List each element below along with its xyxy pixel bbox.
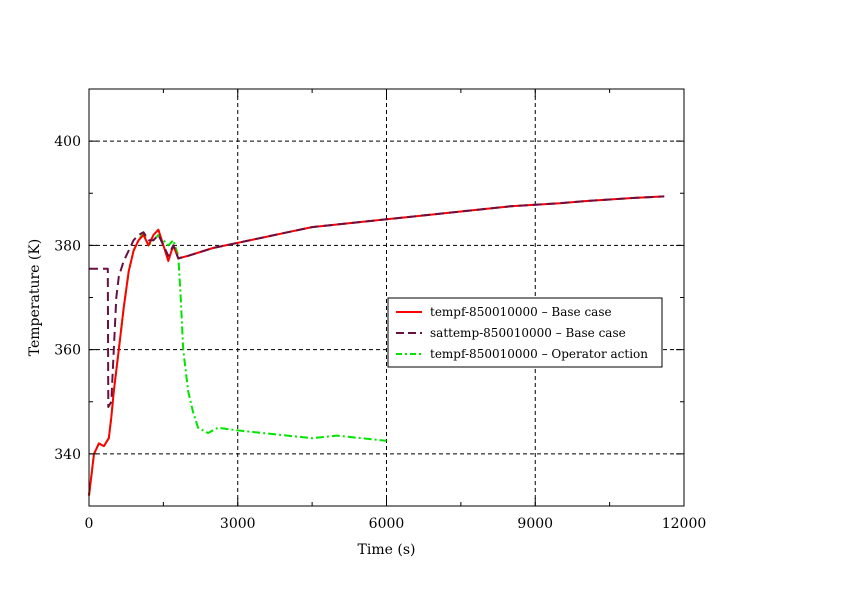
y-tick-label: 400 (54, 134, 81, 150)
y-axis-title: Temperature (K) (27, 239, 43, 357)
y-tick-label: 360 (54, 343, 81, 359)
legend: tempf-850010000 – Base case sattemp-85001… (387, 297, 663, 368)
series-line-1 (89, 195, 665, 408)
x-axis-title: Time (s) (358, 542, 416, 558)
x-tick-label: 0 (85, 516, 94, 532)
x-tick-label: 3000 (220, 516, 256, 532)
y-tick-label: 340 (54, 447, 81, 463)
grid (89, 89, 684, 506)
legend-label-1: sattemp-850010000 – Base case (430, 326, 626, 340)
legend-label-2: tempf-850010000 – Operator action (430, 347, 648, 361)
legend-box (387, 297, 663, 368)
legend-label-0: tempf-850010000 – Base case (430, 305, 612, 319)
series-lines (88, 195, 665, 496)
x-tick-label: 12000 (662, 516, 707, 532)
x-tick-label: 6000 (369, 516, 405, 532)
axis-ticks: 0 3000 6000 9000 12000 340 360 380 400 (54, 89, 706, 532)
x-tick-label: 9000 (517, 516, 553, 532)
y-tick-label: 380 (54, 238, 81, 254)
